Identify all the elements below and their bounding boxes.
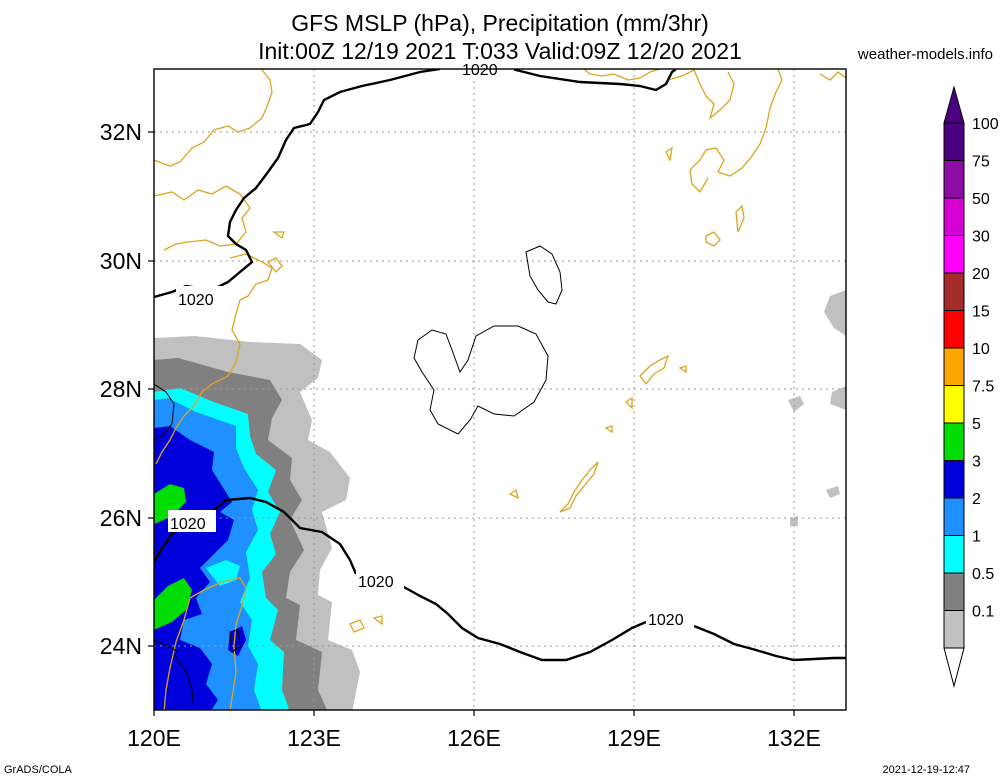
site-label: weather-models.info	[857, 46, 993, 63]
colorbar-swatch	[943, 197, 965, 236]
precip-3-island	[228, 626, 246, 656]
coast-islands-1	[266, 257, 283, 273]
lon-tick-126e: 126E	[447, 725, 501, 751]
minor-contour-west	[154, 383, 175, 441]
coastlines	[154, 69, 846, 710]
coast-sakishima-2	[372, 615, 383, 626]
minor-contour-taiwan-1	[154, 639, 179, 653]
colorbar: 100 75 50 30 20 15 10 7.5 5 3 2 1 0.5 0.1	[943, 85, 999, 688]
isobar-label-top: 1020	[462, 62, 498, 79]
colorbar-swatch	[943, 235, 965, 274]
colorbar-label: 7.5	[972, 379, 994, 396]
coast-china-north	[154, 69, 273, 167]
colorbar-label: 10	[972, 341, 990, 358]
colorbar-label: 20	[972, 266, 990, 283]
coast-taiwan	[189, 577, 247, 710]
title-line-2: Init:00Z 12/19 2021 T:033 Valid:09Z 12/2…	[258, 38, 742, 64]
colorbar-label: 3	[972, 454, 981, 471]
minor-contour-2	[413, 325, 549, 435]
isobar-labels: 1020 1020 1020 1020 1020	[168, 62, 694, 629]
coast-taiwan-west	[163, 597, 191, 710]
coast-korea	[583, 69, 661, 81]
coast-japan-1	[667, 69, 735, 120]
precip-east-gray	[824, 290, 846, 336]
footer-left: GrADS/COLA	[4, 764, 73, 776]
colorbar-swatch	[943, 310, 965, 349]
colorbar-swatch	[943, 347, 965, 386]
isobar-label-south: 1020	[358, 574, 394, 591]
colorbar-label: 2	[972, 491, 981, 508]
colorbar-label: 15	[972, 304, 990, 321]
tick-marks	[148, 131, 795, 716]
lon-tick-132e: 132E	[767, 725, 821, 751]
colorbar-swatch	[943, 272, 965, 311]
isobar-south-2	[401, 584, 647, 662]
coast-small-1	[624, 396, 633, 410]
lon-tick-120e: 120E	[127, 725, 181, 751]
isobar-north-east	[511, 69, 677, 92]
coast-kyushu-west	[689, 169, 709, 194]
colorbar-swatch	[943, 610, 965, 649]
colorbar-label: 30	[972, 229, 990, 246]
lon-tick-123e: 123E	[287, 725, 341, 751]
colorbar-label: 100	[972, 116, 999, 133]
coast-island-a	[705, 231, 721, 247]
colorbar-swatch	[943, 497, 965, 536]
coast-sakishima	[349, 619, 365, 633]
coast-okinawa	[559, 461, 599, 513]
lat-tick-32n: 32N	[100, 119, 142, 145]
colorbar-swatch	[943, 160, 965, 199]
minor-contour-taiwan-3	[229, 629, 241, 653]
precip-east-gray-2	[830, 386, 846, 410]
colorbar-swatch	[943, 535, 965, 574]
coast-china-north-2	[154, 185, 251, 251]
colorbar-label: 5	[972, 416, 981, 433]
lat-tick-26n: 26N	[100, 505, 142, 531]
precipitation-field	[154, 290, 846, 710]
isobar-south-3	[693, 624, 846, 662]
isobar-label-north: 1020	[178, 292, 214, 309]
coast-amami	[639, 354, 670, 386]
minor-contour-1	[525, 245, 563, 305]
colorbar-label: 50	[972, 191, 990, 208]
lat-tick-28n: 28N	[100, 376, 142, 402]
isobar-label-southeast: 1020	[648, 612, 684, 629]
precip-small-1	[788, 396, 804, 412]
coast-small-2	[604, 425, 613, 434]
longitude-labels: 120E 123E 126E 129E 132E	[127, 725, 821, 751]
colorbar-top-arrow	[943, 85, 965, 124]
precip-5-b	[154, 578, 192, 630]
minor-contour-taiwan-2	[173, 653, 195, 710]
isobar-north	[154, 69, 441, 299]
latitude-labels: 32N 30N 28N 26N 24N	[100, 119, 142, 659]
colorbar-swatch	[943, 122, 965, 161]
coast-small-4	[678, 365, 687, 374]
minor-contours	[154, 245, 563, 710]
precip-5	[154, 484, 186, 524]
colorbar-label: 75	[972, 154, 990, 171]
coast-island-c	[665, 146, 673, 163]
colorbar-swatch	[943, 422, 965, 461]
footer-right: 2021-12-19-12:47	[883, 764, 970, 776]
precip-small-2	[826, 486, 840, 498]
lat-tick-24n: 24N	[100, 633, 142, 659]
coast-far-ne	[819, 71, 846, 81]
lon-tick-129e: 129E	[607, 725, 661, 751]
isobar-label-taiwan: 1020	[170, 516, 206, 533]
coast-islands-2	[272, 231, 285, 240]
title-line-1: GFS MSLP (hPa), Precipitation (mm/3hr)	[291, 10, 709, 36]
colorbar-swatch	[943, 385, 965, 424]
colorbar-swatch	[943, 572, 965, 611]
coast-kyushu	[689, 69, 783, 177]
coast-small-3	[508, 488, 519, 500]
coast-zhejiang	[155, 253, 273, 465]
lat-tick-30n: 30N	[100, 248, 142, 274]
colorbar-bottom-arrow	[943, 647, 965, 688]
coast-island-b	[735, 204, 745, 233]
colorbar-label: 0.5	[972, 566, 994, 583]
colorbar-label: 0.1	[972, 604, 994, 621]
colorbar-label: 1	[972, 529, 981, 546]
colorbar-swatch	[943, 460, 965, 499]
